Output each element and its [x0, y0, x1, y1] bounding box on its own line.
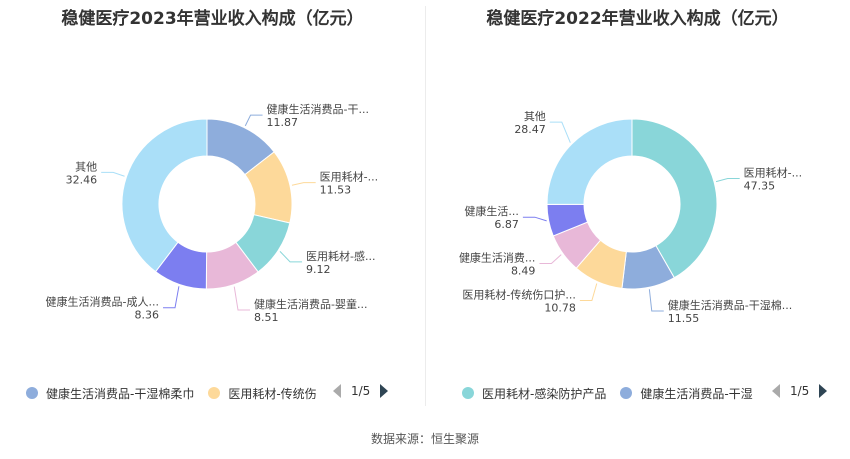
previous-page-icon[interactable]: [333, 384, 341, 398]
legend-pager: 1/5: [333, 384, 389, 398]
label-leader-line: [549, 121, 571, 143]
slice-label: 其他: [524, 110, 546, 123]
donut-chart-2022: 医用耗材-...47.35 健康生活消费品-干湿棉...11.55 医用耗材-传统伤…: [459, 110, 802, 325]
legend-dot: [620, 387, 633, 399]
slice-value-label: 11.87: [267, 116, 299, 129]
pie-slice[interactable]: [631, 118, 718, 279]
slice-label: 健康生活消费品-婴童...: [254, 297, 367, 311]
legend-label: 健康生活消费品-干湿棉柔巾: [46, 386, 195, 401]
legend-dot: [462, 387, 474, 399]
legend-label: 健康生活消费品-干湿: [640, 386, 753, 401]
label-leader-line: [101, 171, 125, 177]
data-source-note: 数据来源：恒生聚源: [370, 432, 479, 446]
slice-value-label: 8.51: [254, 311, 279, 324]
legend-page-indicator: 1/5: [790, 384, 810, 398]
chart-title: 稳健医疗2023年营业收入构成（亿元）: [61, 9, 364, 29]
donut-chart-2023: 健康生活消费品-干...11.87 医用耗材-...11.53 医用耗材-感...9…: [46, 102, 379, 324]
slice-label: 健康生活消费品-成人...: [46, 295, 159, 309]
label-leader-line: [522, 216, 547, 222]
chart-title: 稳健医疗2022年营业收入构成（亿元）: [486, 9, 789, 29]
label-leader-line: [163, 286, 180, 309]
legend-pager: 1/5: [772, 384, 828, 398]
next-page-icon[interactable]: [819, 384, 828, 398]
legend-dot: [208, 387, 221, 399]
legend-page-indicator: 1/5: [351, 384, 371, 398]
slice-value-label: 8.36: [135, 309, 160, 322]
slice-value-label: 32.46: [66, 173, 98, 186]
legend-item[interactable]: 医用耗材-传统伤: [208, 385, 317, 402]
legend: 健康生活消费品-干湿棉柔巾 医用耗材-传统伤: [26, 383, 331, 403]
legend: 医用耗材-感染防护产品 健康生活消费品-干湿: [462, 383, 767, 403]
legend-item[interactable]: 健康生活消费品-干湿: [620, 385, 753, 402]
slice-label: 医用耗材-传统伤口护...: [462, 288, 575, 302]
slice-value-label: 8.49: [511, 265, 536, 278]
legend-dot: [26, 387, 38, 399]
slice-label: 健康生活消费品-干...: [267, 102, 369, 116]
label-leader-line: [244, 114, 263, 127]
slice-value-label: 47.35: [744, 180, 776, 193]
pie-slice[interactable]: [546, 118, 633, 205]
legend-label: 医用耗材-传统伤: [228, 386, 317, 401]
label-leader-line: [233, 286, 251, 311]
label-leader-line: [279, 251, 303, 263]
label-leader-line: [648, 289, 664, 312]
legend-item[interactable]: 健康生活消费品-干湿棉柔巾: [26, 385, 194, 402]
previous-page-icon[interactable]: [772, 384, 780, 398]
panel-divider: [425, 6, 426, 406]
slice-label: 其他: [75, 160, 97, 173]
next-page-icon[interactable]: [380, 384, 389, 398]
slice-label: 医用耗材-...: [320, 170, 378, 184]
label-leader-line: [715, 178, 740, 183]
slice-value-label: 9.12: [306, 263, 331, 276]
label-leader-line: [539, 254, 562, 265]
legend-label: 医用耗材-感染防护产品: [482, 386, 607, 401]
chart-panel-2022: 稳健医疗2022年营业收入构成（亿元） 医用耗材-... 47.35 健康生活消费品…: [425, 0, 850, 410]
label-leader-line: [291, 182, 316, 186]
pie-slice[interactable]: [121, 118, 208, 273]
legend-item[interactable]: 医用耗材-感染防护产品: [462, 385, 606, 402]
slice-value-label: 6.87: [494, 218, 519, 231]
chart-panel-2023: 稳健医疗2023年营业收入构成（亿元） 健康生活消费品-干... 11.87 医用耗…: [0, 0, 425, 410]
slice-value-label: 10.78: [544, 302, 576, 315]
slice-label: 医用耗材-感...: [306, 249, 375, 263]
slice-value-label: 11.55: [668, 312, 700, 325]
slice-value-label: 28.47: [514, 123, 546, 136]
slice-label: 健康生活消费...: [459, 251, 536, 265]
slice-label: 医用耗材-...: [744, 166, 802, 180]
label-leader-line: [579, 283, 598, 302]
slice-label: 健康生活...: [464, 204, 519, 218]
slice-value-label: 11.53: [320, 184, 352, 197]
slice-label: 健康生活消费品-干湿棉...: [668, 298, 792, 312]
